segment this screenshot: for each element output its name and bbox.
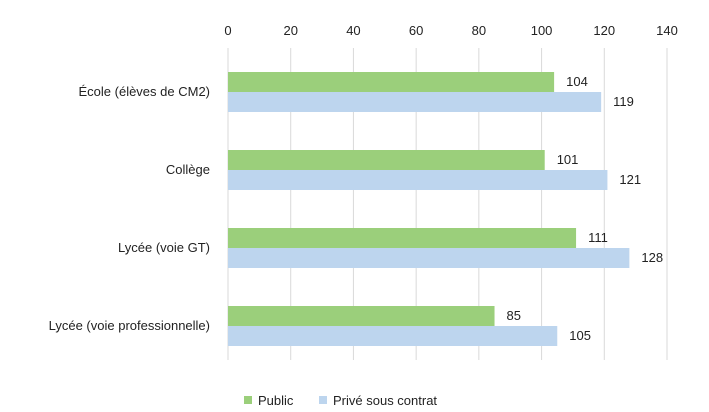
data-label: 104 <box>566 74 588 89</box>
legend-swatch <box>244 396 252 404</box>
bars <box>228 72 630 346</box>
category-label: Lycée (voie professionnelle) <box>49 318 210 333</box>
x-tick-label: 20 <box>283 23 297 38</box>
data-label: 119 <box>613 94 634 109</box>
bar <box>228 170 608 190</box>
x-tick-label: 120 <box>593 23 615 38</box>
category-label: École (élèves de CM2) <box>79 84 211 99</box>
data-label: 101 <box>557 152 579 167</box>
data-label: 85 <box>507 308 521 323</box>
bar <box>228 306 495 326</box>
category-label: Lycée (voie GT) <box>118 240 210 255</box>
category-label: Collège <box>166 162 210 177</box>
x-tick-label: 0 <box>224 23 231 38</box>
legend: Public Privé sous contrat <box>244 393 437 408</box>
data-label: 111 <box>588 230 608 245</box>
legend-entry: Public <box>258 393 294 408</box>
data-label: 121 <box>619 172 641 187</box>
data-labels: 104 119 101 121 111 128 85 105 <box>507 74 664 343</box>
bar <box>228 326 558 346</box>
x-tick-label: 140 <box>656 23 678 38</box>
x-tick-label: 80 <box>472 23 486 38</box>
bar <box>228 228 577 248</box>
category-labels: École (élèves de CM2) Collège Lycée (voie … <box>49 84 210 333</box>
bar <box>228 248 630 268</box>
bar <box>228 150 545 170</box>
data-label: 105 <box>569 328 591 343</box>
bar <box>228 72 555 92</box>
x-axis-ticks: 0 20 40 60 80 100 120 140 <box>224 23 677 38</box>
x-tick-label: 40 <box>346 23 360 38</box>
x-tick-label: 100 <box>531 23 553 38</box>
legend-swatch <box>319 396 327 404</box>
data-label: 128 <box>641 250 663 265</box>
x-tick-label: 60 <box>409 23 423 38</box>
bar <box>228 92 602 112</box>
legend-entry: Privé sous contrat <box>333 393 437 408</box>
